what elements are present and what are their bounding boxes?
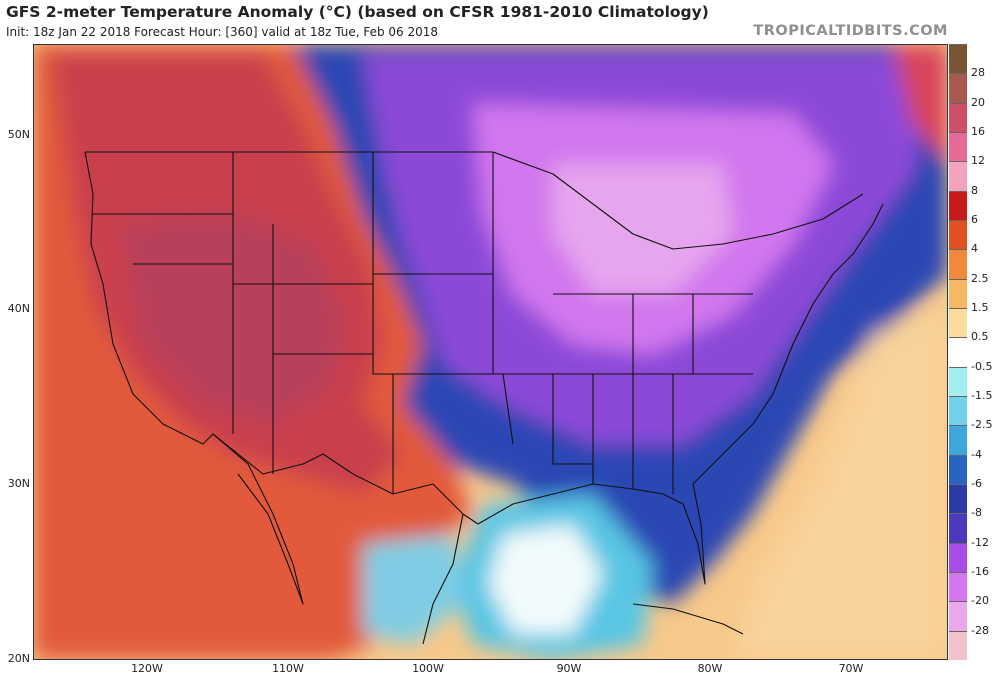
colorbar-swatch bbox=[949, 513, 967, 543]
lon-label-80w: 80W bbox=[697, 662, 723, 675]
colorbar-swatch bbox=[949, 454, 967, 484]
colorbar-label: -4 bbox=[971, 447, 982, 461]
warm-anomaly-northeast bbox=[893, 44, 948, 164]
colorbar-label: 4 bbox=[971, 242, 978, 256]
colorbar-label: 2.5 bbox=[971, 271, 989, 285]
colorbar-swatch bbox=[949, 308, 967, 338]
colorbar-label: 6 bbox=[971, 213, 978, 226]
colorbar-swatch bbox=[949, 396, 967, 426]
lon-label-90w: 90W bbox=[556, 662, 582, 675]
lat-label-40n: 40N bbox=[7, 302, 30, 315]
colorbar-label: -0.5 bbox=[971, 359, 993, 373]
colorbar-swatch bbox=[949, 484, 967, 514]
colorbar-label: -1.5 bbox=[971, 389, 993, 402]
colorbar-swatch bbox=[949, 161, 967, 191]
colorbar-label: 0.5 bbox=[971, 330, 989, 344]
colorbar-swatch bbox=[949, 337, 967, 367]
lon-label-120w: 120W bbox=[131, 662, 163, 675]
colorbar-label: -16 bbox=[971, 565, 989, 578]
colorbar-label: -8 bbox=[971, 506, 982, 520]
colorbar-label: 20 bbox=[971, 95, 985, 109]
colorbar-swatch bbox=[949, 132, 967, 162]
site-credit: TROPICALTIDBITS.COM bbox=[753, 23, 948, 39]
lon-label-110w: 110W bbox=[272, 662, 304, 675]
temperature-anomaly-map bbox=[33, 44, 948, 660]
colorbar-label: -2.5 bbox=[971, 418, 993, 432]
colorbar-swatch bbox=[949, 542, 967, 572]
colorbar-swatch bbox=[949, 220, 967, 250]
colorbar-swatch bbox=[949, 278, 967, 308]
neutral-gulf bbox=[488, 524, 603, 634]
colorbar-swatch bbox=[949, 102, 967, 132]
colorbar-swatch bbox=[949, 572, 967, 602]
colorbar-label: -12 bbox=[971, 535, 989, 549]
political-boundaries bbox=[84, 151, 884, 645]
colorbar-swatch bbox=[949, 73, 967, 103]
colorbar-label: 28 bbox=[971, 66, 985, 80]
extreme-cold-core-inner bbox=[553, 164, 733, 294]
lat-label-50n: 50N bbox=[7, 128, 30, 141]
lat-label-20n: 20N bbox=[7, 652, 30, 665]
warm-anomaly-atlantic bbox=[733, 304, 948, 660]
lon-label-70w: 70W bbox=[838, 662, 864, 675]
colorbar-label: 8 bbox=[971, 183, 978, 197]
cool-anomaly-mexico bbox=[363, 534, 463, 644]
lat-label-30n: 30N bbox=[7, 477, 30, 490]
colorbar-label: 16 bbox=[971, 125, 985, 138]
colorbar-label: 12 bbox=[971, 154, 985, 168]
map-title: GFS 2-meter Temperature Anomaly (°C) (ba… bbox=[6, 3, 709, 21]
colorbar-swatch bbox=[949, 425, 967, 455]
colorbar-swatch bbox=[949, 190, 967, 220]
colorbar: 28 20 16 12 8 6 4 2.5 1.5 0.5 -0.5 -1.5 -2.5 -4 -6 -8 -1… bbox=[949, 44, 999, 660]
colorbar-swatch bbox=[949, 366, 967, 396]
colorbar-swatch bbox=[949, 601, 967, 631]
colorbar-swatch bbox=[949, 630, 967, 660]
colorbar-swatch bbox=[949, 249, 967, 279]
colorbar-label: -6 bbox=[971, 477, 982, 490]
colorbar-swatch bbox=[949, 44, 967, 74]
colorbar-label: -20 bbox=[971, 594, 989, 608]
lon-label-100w: 100W bbox=[412, 662, 444, 675]
map-subtitle: Init: 18z Jan 22 2018 Forecast Hour: [36… bbox=[6, 25, 439, 39]
colorbar-label: 1.5 bbox=[971, 301, 989, 314]
colorbar-label: -28 bbox=[971, 623, 989, 637]
